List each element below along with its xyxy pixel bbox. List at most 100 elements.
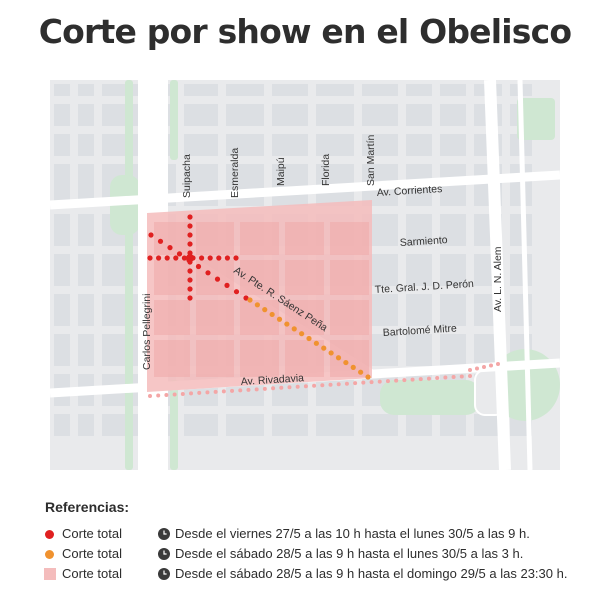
clock-icon (158, 568, 170, 580)
red-dot (243, 295, 249, 301)
city-block (54, 414, 70, 436)
label-san-martin: San Martín (365, 134, 377, 186)
zone-block (330, 340, 369, 377)
label-mitre: Bartolomé Mitre (382, 322, 457, 339)
pink-dot (205, 390, 210, 395)
pink-dot (418, 377, 423, 382)
pink-dot (336, 382, 341, 387)
zone-block (154, 340, 190, 377)
legend-label: Corte total (62, 526, 122, 541)
city-block (78, 254, 94, 286)
legend-label: Corte total (62, 546, 122, 561)
zone-block (240, 222, 279, 255)
city-block (54, 294, 70, 326)
park-northeast (517, 98, 555, 140)
red-dot (224, 255, 230, 261)
red-dot (233, 289, 240, 295)
label-esmeralda: Esmeralda (229, 148, 241, 198)
zone-block (285, 260, 324, 295)
red-dot (187, 223, 193, 229)
red-dot (187, 214, 193, 220)
city-block (226, 104, 264, 126)
orange-dot (262, 307, 268, 313)
city-block (272, 104, 308, 126)
city-block (406, 134, 432, 156)
city-block (54, 104, 70, 126)
orange-dot (313, 340, 319, 346)
label-sarmiento: Sarmiento (399, 234, 448, 249)
city-block (316, 414, 354, 436)
pink-dot (164, 392, 169, 397)
city-block (272, 84, 308, 96)
city-block (362, 104, 398, 126)
pink-dot (369, 380, 374, 385)
red-dot (187, 241, 193, 247)
label-maipu: Maipú (275, 157, 287, 186)
red-dot (205, 270, 211, 276)
city-block (406, 84, 432, 96)
city-block (184, 104, 218, 126)
orange-dot (358, 369, 364, 375)
plaza-de-mayo-park (380, 380, 480, 415)
pink-dot (475, 366, 479, 371)
zone-block (285, 340, 324, 377)
zone-block (330, 300, 369, 335)
city-block (406, 254, 432, 286)
red-dot (147, 255, 153, 261)
pink-dot (189, 391, 194, 396)
zone-block (240, 340, 279, 377)
median-9-de-julio-east-south (170, 380, 178, 470)
city-block (226, 84, 264, 96)
map-canvas: Suipacha Esmeralda Maipú Florida San Mar… (50, 80, 560, 470)
pink-dot (230, 388, 235, 393)
pink-dot (213, 389, 218, 394)
red-dot-icon (45, 530, 54, 539)
city-block (440, 294, 466, 326)
pink-dot (246, 387, 251, 392)
zone-block (285, 222, 324, 255)
legend-item-red: Corte total Desde el viernes 27/5 a las … (45, 526, 605, 544)
label-rivadavia: Av. Rivadavia (240, 372, 304, 388)
pink-dot (361, 380, 366, 385)
city-block (316, 104, 354, 126)
city-block (406, 414, 432, 436)
red-dot (207, 255, 213, 261)
orange-dot (284, 321, 290, 327)
zone-block (196, 340, 234, 377)
city-block (510, 214, 532, 246)
city-block (474, 414, 502, 436)
median-9-de-julio-west (125, 80, 133, 470)
zone-block (154, 300, 190, 335)
city-block (78, 334, 94, 366)
pink-dot (197, 390, 202, 395)
city-block (78, 134, 94, 156)
pink-dot (287, 385, 292, 390)
city-block (226, 134, 264, 156)
pink-dot (443, 375, 448, 380)
city-block (316, 134, 354, 156)
median-9-de-julio-east-north (170, 80, 178, 160)
zone-block (330, 222, 369, 255)
city-block (78, 414, 94, 436)
city-block (510, 254, 532, 286)
red-dot (224, 282, 230, 288)
orange-dot (299, 331, 305, 337)
city-block (78, 164, 94, 206)
city-block (54, 254, 70, 286)
pink-dot (148, 394, 152, 398)
red-dot (199, 255, 205, 261)
pink-dot (402, 378, 407, 383)
orange-dot (343, 359, 349, 366)
pink-dot (377, 379, 382, 384)
pink-dot (385, 379, 390, 384)
pink-dot (303, 384, 308, 389)
red-dot (187, 286, 193, 292)
pink-dot (279, 385, 284, 390)
red-dot (167, 245, 173, 251)
clock-icon (158, 528, 170, 540)
red-dot (176, 251, 183, 257)
pink-dot (435, 376, 440, 381)
orange-dot (306, 335, 312, 342)
red-dot-center (186, 254, 194, 262)
orange-dot (291, 326, 297, 332)
